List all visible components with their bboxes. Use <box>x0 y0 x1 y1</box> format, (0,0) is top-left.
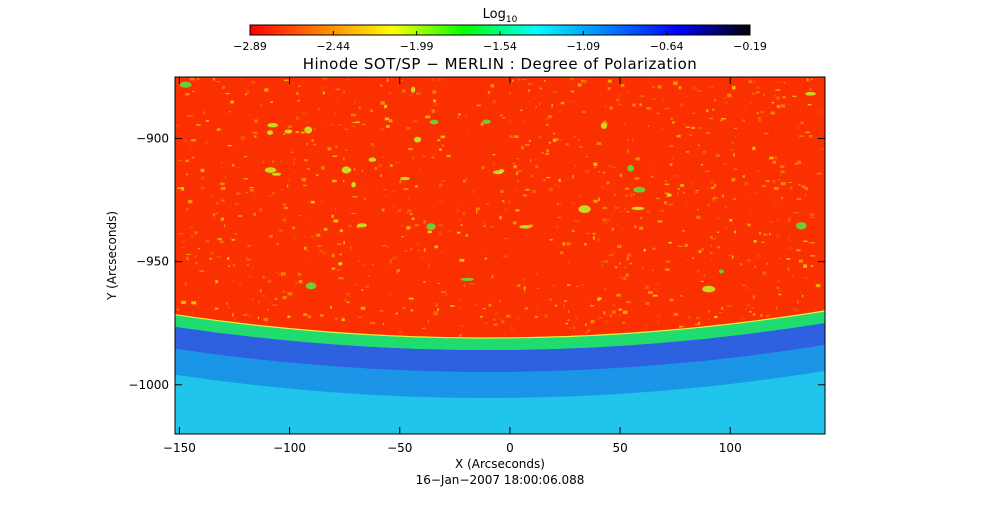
y-axis-label: Y (Arcseconds) <box>105 211 119 301</box>
x-tick-label: 50 <box>612 441 627 455</box>
colorbar-tick-label: −1.54 <box>483 40 517 53</box>
colorbar-tick-label: −0.64 <box>650 40 684 53</box>
colorbar-tick-label: −1.99 <box>400 40 434 53</box>
colorbar-title: Log10 <box>483 7 518 25</box>
x-axis-label: X (Arcseconds) <box>455 457 545 471</box>
colorbar-tick-label: −0.19 <box>733 40 767 53</box>
x-tick-label: 100 <box>719 441 742 455</box>
colorbar-tick-label: −2.44 <box>316 40 350 53</box>
y-axis-ticks: −900 −950 −1000 <box>128 132 825 392</box>
x-tick-label: 0 <box>506 441 514 455</box>
x-axis-ticks: −150 −100 −50 0 50 100 <box>163 77 742 455</box>
y-tick-label: −1000 <box>128 378 169 392</box>
y-tick-label: −950 <box>136 255 169 269</box>
colorbar-title-base: Log <box>483 7 506 22</box>
colorbar-ticks: −2.89 −2.44 −1.99 −1.54 −1.09 −0.64 −0.19 <box>233 31 767 53</box>
x-tick-label: −100 <box>273 441 306 455</box>
chart-title: Hinode SOT/SP − MERLIN : Degree of Polar… <box>303 55 698 73</box>
plot-frame <box>174 76 826 435</box>
colorbar-title-sub: 10 <box>506 15 518 25</box>
timestamp: 16−Jan−2007 18:00:06.088 <box>416 473 585 487</box>
polarization-map <box>175 77 825 434</box>
disk-speck <box>824 130 825 134</box>
colorbar-tick-label: −2.89 <box>233 40 267 53</box>
colorbar-tick-label: −1.09 <box>566 40 600 53</box>
noise-overlay <box>175 77 825 434</box>
y-tick-label: −900 <box>136 132 169 146</box>
x-tick-label: −50 <box>387 441 412 455</box>
limb-edge-line <box>175 310 825 339</box>
x-tick-label: −150 <box>163 441 196 455</box>
